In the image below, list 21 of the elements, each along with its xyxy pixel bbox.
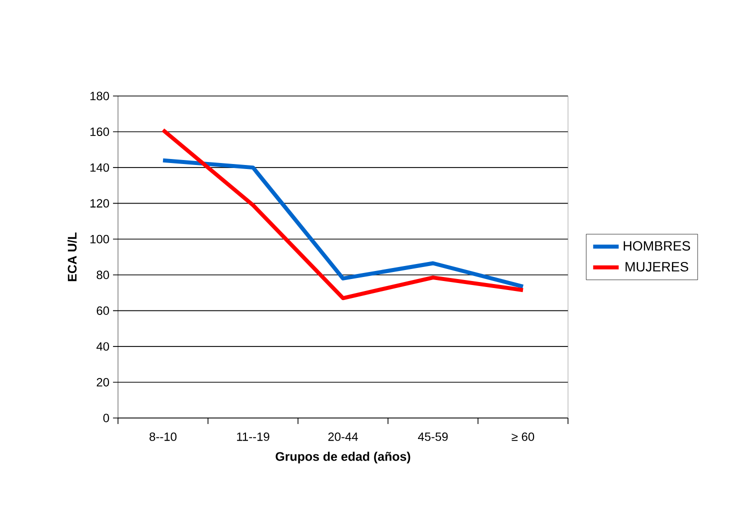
x-tick-label: ≥ 60: [512, 432, 534, 441]
x-tick-label: 8--10: [150, 432, 176, 441]
y-tick-label: 80: [96, 270, 110, 280]
y-tick-label: 180: [90, 92, 110, 100]
y-tick-label: 40: [96, 342, 110, 351]
y-tick-label: 120: [90, 199, 110, 208]
y-tick-label: 140: [90, 163, 110, 172]
y-tick-label: 160: [90, 128, 110, 136]
y-axis-title: ECA U/L: [67, 232, 77, 282]
x-tick-label: 20-44: [328, 432, 358, 441]
y-tick-label: 100: [90, 234, 110, 244]
x-tick-label: 45-59: [418, 432, 448, 441]
x-axis-title: Grupos de edad (años): [276, 452, 410, 464]
x-tick-label: 11--19: [237, 432, 270, 441]
legend-label: HOMBRES: [624, 241, 690, 251]
line-series: [161, 158, 525, 289]
legend-label: MUJERES: [626, 262, 688, 272]
y-tick-label: 60: [96, 306, 110, 315]
y-tick-label: 20: [96, 378, 110, 386]
y-tick-label: 0: [103, 414, 110, 422]
line-series: [161, 128, 525, 300]
